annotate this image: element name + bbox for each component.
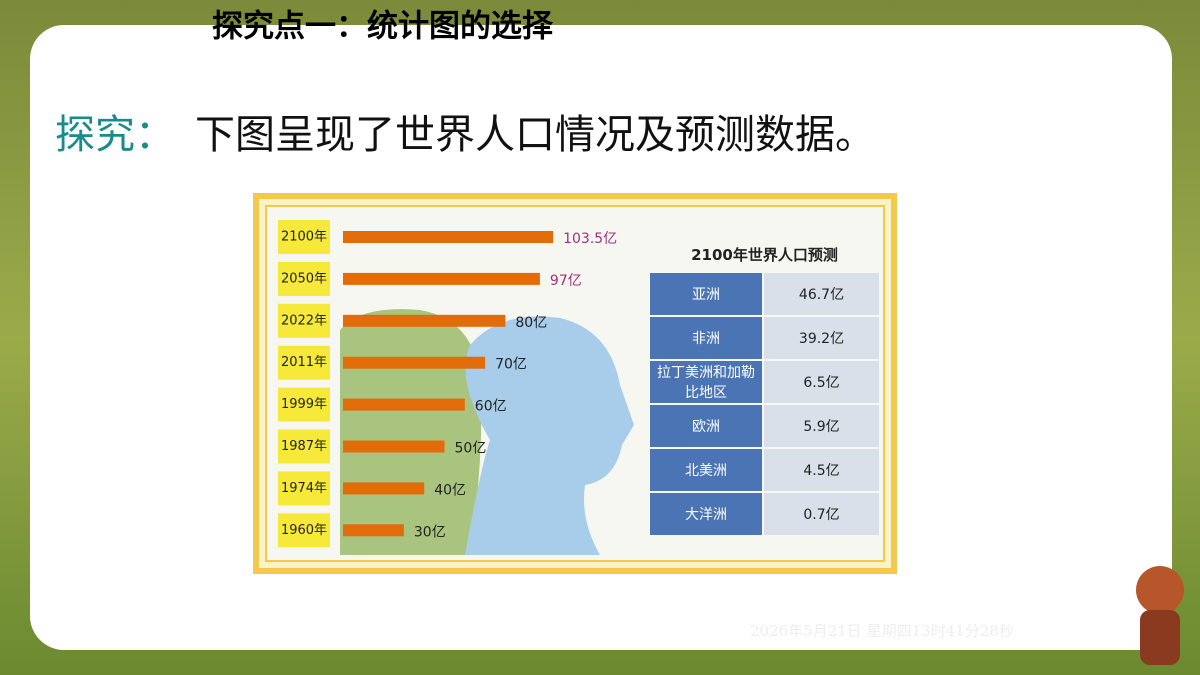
category-label: 2022年 <box>281 313 327 328</box>
year-box <box>278 513 330 548</box>
table-row: 欧洲 5.9亿 <box>650 405 879 447</box>
bar <box>343 231 554 243</box>
year-box <box>278 345 330 380</box>
silhouette-blue <box>465 316 634 555</box>
value-label: 40亿 <box>434 482 466 498</box>
mascot <box>1136 566 1184 665</box>
bar <box>343 524 404 537</box>
value-label: 80亿 <box>515 315 547 331</box>
bar <box>343 440 445 453</box>
population-cell: 0.7亿 <box>764 493 879 535</box>
population-cell: 5.9亿 <box>764 405 879 447</box>
bar <box>343 272 540 285</box>
table-row: 大洋洲 0.7亿 <box>650 493 879 535</box>
population-cell: 46.7亿 <box>764 273 879 315</box>
region-cell: 大洋洲 <box>650 493 762 535</box>
category-label: 2100年 <box>281 230 327 245</box>
population-cell: 6.5亿 <box>764 361 879 403</box>
table-row: 北美洲 4.5亿 <box>650 449 879 491</box>
timestamp: 2026年5月21日 星期四13时41分28秒 <box>750 622 1014 640</box>
table-row: 亚洲 46.7亿 <box>650 273 879 315</box>
population-cell: 39.2亿 <box>764 317 879 359</box>
category-label: 1999年 <box>281 397 327 412</box>
year-box <box>278 220 330 254</box>
value-label: 60亿 <box>475 399 507 415</box>
region-cell: 欧洲 <box>650 405 762 447</box>
bar <box>343 314 506 327</box>
year-box <box>278 387 330 422</box>
table-row: 拉丁美洲和加勒比地区 6.5亿 <box>650 361 879 403</box>
category-label: 1960年 <box>281 523 327 538</box>
value-label: 50亿 <box>455 441 487 457</box>
category-label: 1987年 <box>281 439 327 454</box>
bar <box>343 356 486 369</box>
category-label: 2050年 <box>281 271 327 286</box>
forecast-table: 2100年世界人口预测 亚洲 46.7亿 非洲 39.2亿 拉丁美洲和加勒比地区 6.5亿… <box>648 244 881 537</box>
value-label: 30亿 <box>414 524 446 540</box>
prompt-text: 下图呈现了世界人口情况及预测数据。 <box>195 112 875 158</box>
bar <box>343 398 465 411</box>
region-cell: 北美洲 <box>650 449 762 491</box>
prompt-label: 探究： <box>55 112 175 158</box>
year-box <box>278 429 330 464</box>
value-label: 103.5亿 <box>563 231 617 247</box>
table-title: 2100年世界人口预测 <box>691 246 838 264</box>
category-label: 2011年 <box>281 355 327 370</box>
year-box <box>278 261 330 296</box>
year-box <box>278 471 330 506</box>
value-label: 97亿 <box>550 273 582 289</box>
region-cell: 拉丁美洲和加勒比地区 <box>650 361 762 403</box>
category-label: 1974年 <box>281 481 327 496</box>
region-cell: 亚洲 <box>650 273 762 315</box>
population-cell: 4.5亿 <box>764 449 879 491</box>
silhouette-green <box>340 309 482 555</box>
value-label: 70亿 <box>495 357 527 373</box>
bar <box>343 482 425 495</box>
year-box <box>278 303 330 338</box>
table-row: 非洲 39.2亿 <box>650 317 879 359</box>
region-cell: 非洲 <box>650 317 762 359</box>
slide-title: 探究点一：统计图的选择 <box>212 9 554 45</box>
